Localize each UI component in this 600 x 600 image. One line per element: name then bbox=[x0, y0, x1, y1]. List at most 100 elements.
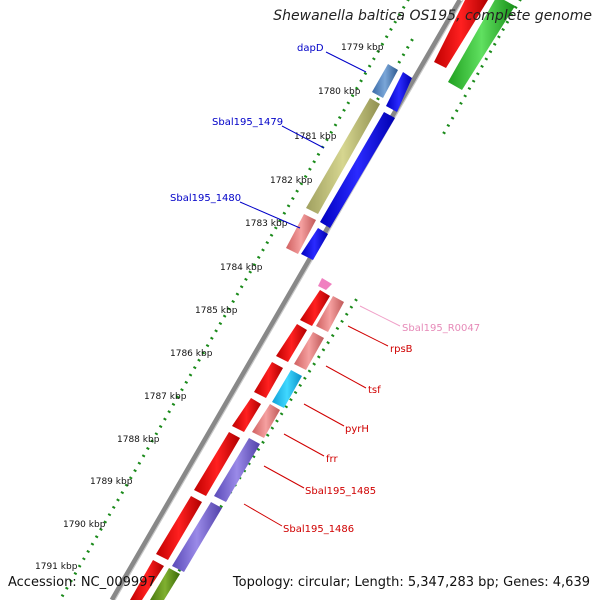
ruler-tick bbox=[214, 329, 218, 333]
gene-feature-1479-fwd bbox=[320, 112, 395, 228]
gene-labels-right: Sbal195_R0047 rpsB tsf pyrH frr Sbal195_… bbox=[283, 323, 480, 535]
ruler-tick bbox=[497, 35, 501, 39]
ruler-tick bbox=[261, 248, 265, 252]
gene-label-pyrH[interactable]: pyrH bbox=[345, 424, 369, 435]
gene-label-sbal195-1480[interactable]: Sbal195_1480 bbox=[170, 193, 241, 204]
ruler-tick bbox=[501, 27, 505, 32]
gene-label-frr[interactable]: frr bbox=[326, 454, 338, 465]
ruler-tick bbox=[201, 351, 206, 355]
ruler-label: 1783 kbp bbox=[245, 219, 288, 229]
ruler-tick bbox=[141, 454, 146, 458]
ruler-label: 1789 kbp bbox=[90, 477, 133, 487]
page-title: Shewanella baltica OS195, complete genom… bbox=[273, 8, 592, 24]
ruler-tick bbox=[459, 101, 463, 105]
ruler-tick bbox=[363, 71, 368, 76]
reverse-strand-features bbox=[130, 290, 330, 600]
accession-value: Accession: NC_009997 bbox=[8, 575, 156, 590]
ruler-tick bbox=[513, 5, 518, 9]
ruler-tick bbox=[372, 57, 376, 61]
gene-label-sbal195-1486[interactable]: Sbal195_1486 bbox=[283, 524, 354, 535]
ruler-tick bbox=[244, 277, 248, 282]
ruler-tick bbox=[354, 298, 358, 302]
ruler-tick bbox=[333, 123, 338, 127]
ruler-label: 1781 kbp bbox=[294, 132, 337, 142]
ruler-tick bbox=[120, 491, 125, 495]
ruler-tick bbox=[261, 440, 265, 444]
ruler-tick bbox=[335, 326, 340, 331]
ruler-tick bbox=[150, 439, 154, 443]
gene-feature-1480-fwd bbox=[301, 228, 328, 260]
ruler-tick bbox=[307, 369, 312, 373]
gene-label-rpsB[interactable]: rpsB bbox=[390, 344, 413, 355]
ruler-tick bbox=[265, 241, 270, 245]
gene-label-tsf[interactable]: tsf bbox=[368, 385, 381, 396]
ruler-label: 1785 kbp bbox=[195, 306, 238, 316]
ruler-tick bbox=[480, 64, 484, 69]
ruler-tick bbox=[393, 20, 398, 24]
ruler-tick bbox=[269, 233, 274, 237]
ruler-tick bbox=[350, 93, 355, 98]
backbone-circle bbox=[109, 0, 463, 600]
ruler-tick bbox=[107, 513, 112, 517]
gene-label-sbal195-1485[interactable]: Sbal195_1485 bbox=[305, 486, 376, 497]
ruler-tick bbox=[129, 476, 133, 480]
ruler-label: 1784 kbp bbox=[220, 263, 263, 273]
ruler-tick bbox=[446, 123, 451, 128]
ruler-tick bbox=[69, 579, 73, 583]
ruler-tick bbox=[291, 196, 295, 201]
ruler-tick bbox=[308, 167, 312, 171]
ruler-tick bbox=[406, 0, 410, 2]
gene-label-sbal195-1479[interactable]: Sbal195_1479 bbox=[212, 117, 283, 128]
ruler-tick bbox=[349, 305, 354, 309]
ruler-tick bbox=[111, 505, 116, 509]
ruler-tick bbox=[222, 314, 227, 318]
backbone-highlight bbox=[114, 0, 464, 600]
ruler-tick bbox=[197, 358, 201, 362]
ruler-tick bbox=[279, 412, 284, 416]
ruler-tick bbox=[175, 395, 180, 399]
ruler-tick bbox=[177, 568, 182, 573]
ruler-labels: 1779 kbp 1780 kbp 1781 kbp 1782 kbp 1783… bbox=[35, 43, 384, 572]
gene-label-dapD[interactable]: dapD bbox=[297, 43, 324, 54]
ruler-label: 1786 kbp bbox=[170, 349, 213, 359]
ruler-tick bbox=[376, 49, 380, 54]
ruler-tick bbox=[384, 35, 389, 39]
ruler-tick bbox=[205, 343, 210, 348]
ruler-tick bbox=[467, 86, 472, 91]
ruler-tick bbox=[518, 0, 522, 2]
ruler-tick bbox=[355, 86, 359, 90]
ruler-tick bbox=[401, 5, 406, 9]
ruler-tick bbox=[231, 299, 235, 304]
ruler-tick bbox=[235, 292, 240, 296]
ruler-tick bbox=[210, 336, 214, 340]
ruler-tick bbox=[167, 410, 171, 414]
ruler-label: 1779 kbp bbox=[341, 43, 384, 53]
ruler-label: 1782 kbp bbox=[270, 176, 313, 186]
ruler-label: 1788 kbp bbox=[117, 435, 160, 445]
ruler-tick bbox=[312, 362, 316, 366]
ruler-tick bbox=[359, 79, 363, 83]
ruler-tick bbox=[158, 424, 163, 429]
ruler-tick bbox=[282, 211, 287, 215]
ruler-tick bbox=[442, 131, 446, 135]
ruler-tick bbox=[450, 116, 455, 120]
ruler-tick bbox=[73, 571, 78, 576]
ruler-tick bbox=[286, 204, 291, 208]
outer-track-features bbox=[434, 0, 515, 90]
ruler-tick bbox=[86, 549, 90, 554]
ruler-label: 1791 kbp bbox=[35, 562, 78, 572]
right-leader-lines bbox=[243, 305, 401, 527]
ruler-tick bbox=[337, 116, 342, 120]
ruler-tick bbox=[77, 564, 82, 568]
ruler-tick bbox=[342, 108, 346, 112]
ruler-tick bbox=[146, 446, 150, 451]
ruler-tick bbox=[312, 160, 316, 164]
ruler-tick bbox=[137, 461, 142, 465]
cog-feature-track bbox=[150, 64, 398, 600]
ruler-tick bbox=[397, 13, 402, 17]
gene-label-sbal195-r0047[interactable]: Sbal195_R0047 bbox=[402, 323, 480, 334]
ruler-tick bbox=[509, 13, 514, 17]
ruler-tick bbox=[299, 182, 304, 186]
ruler-tick bbox=[376, 97, 380, 101]
ruler-tick bbox=[133, 468, 137, 473]
